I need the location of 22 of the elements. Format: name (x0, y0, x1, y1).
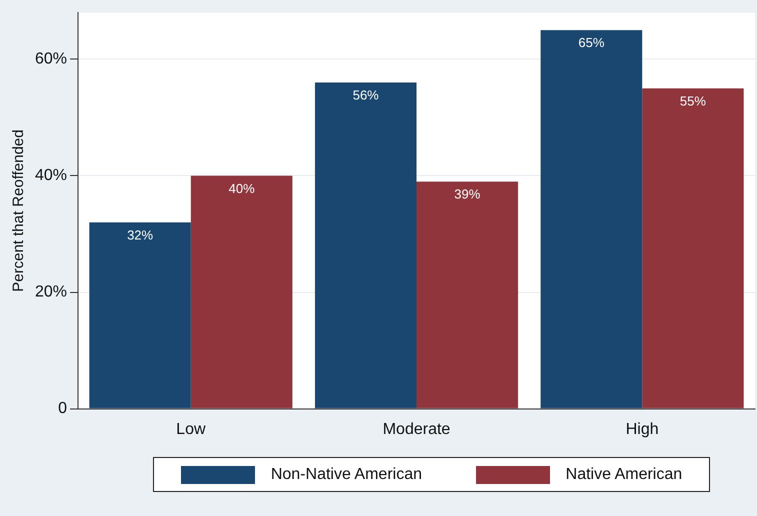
x-tick-label: Moderate (382, 420, 450, 438)
bar (190, 176, 292, 408)
y-tick-label: 40% (34, 167, 68, 184)
bar (416, 182, 518, 408)
y-tick-label: 0 (58, 400, 68, 418)
bar (642, 88, 744, 408)
bar (314, 82, 417, 408)
y-axis-title: Percent that Reoffended (10, 130, 28, 292)
y-tick-label: 20% (34, 284, 68, 301)
x-tick-label: Low (176, 420, 206, 438)
data-label: 39% (454, 186, 481, 202)
legend-label: Non-Native American (270, 466, 422, 484)
x-tick-label: High (626, 420, 659, 438)
data-label: 32% (127, 227, 154, 242)
data-label: 55% (680, 93, 706, 108)
y-tick-label: 60% (34, 50, 68, 68)
data-label: 56% (352, 88, 380, 103)
legend-label: Native American (566, 466, 682, 484)
bar (89, 222, 191, 408)
bar (540, 30, 642, 408)
data-label: 65% (578, 35, 605, 50)
data-label: 40% (228, 180, 256, 196)
